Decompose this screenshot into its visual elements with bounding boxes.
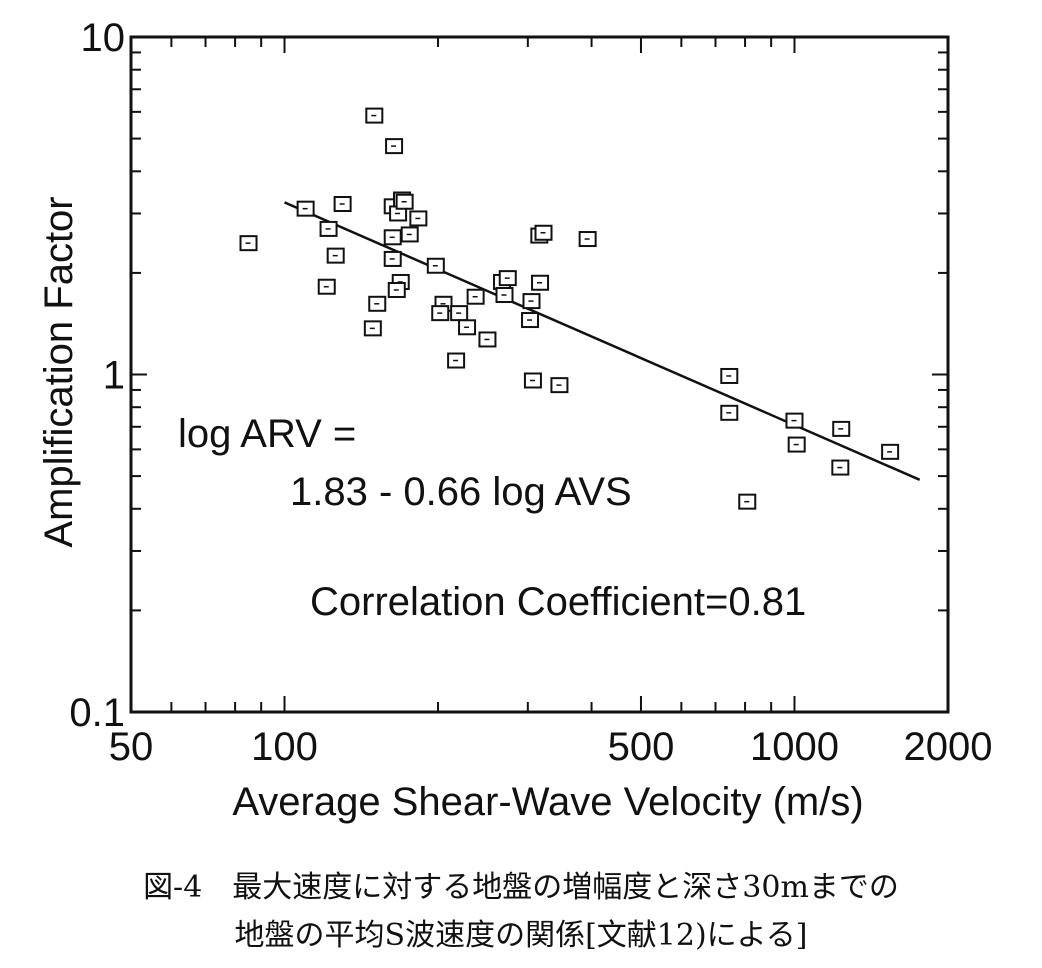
regression-line [284,201,921,481]
data-point [447,352,466,369]
x-axis-label: Average Shear-Wave Velocity (m/s) [232,780,863,824]
figure-caption-line-2: 地盤の平均S波速度の関係[文献12)による] [0,910,1042,954]
data-point [319,220,338,237]
data-point [495,287,514,304]
data-point [478,331,497,348]
data-point [368,295,387,312]
data-point [400,226,419,243]
data-point [296,200,315,217]
data-point [333,196,352,213]
data-point [831,459,850,476]
data-point [534,224,553,241]
equation-label-line-2: 1.83 - 0.66 log AVS [290,470,632,514]
caption-text-2: 地盤の平均S波速度の関係[文献12)による] [234,918,808,953]
data-point [385,138,404,155]
data-point [498,270,517,287]
data-point [450,305,469,322]
data-point [326,247,345,264]
data-point [578,231,597,248]
data-point [738,493,757,510]
data-point [365,107,384,124]
data-point [426,257,445,274]
data-point [881,443,900,460]
correlation-label: Correlation Coefficient=0.81 [310,580,806,624]
x-tick-labels: 50 100 500 1000 2000 [109,725,993,769]
data-point [458,319,477,336]
data-point [383,229,402,246]
data-point [550,377,569,394]
data-points [239,107,900,510]
data-point [523,372,542,389]
data-point [531,274,550,291]
data-point [409,210,428,227]
y-tick-label: 0.1 [69,691,125,735]
data-point [720,404,739,421]
data-point [395,193,414,210]
x-tick-label: 500 [608,725,675,769]
y-tick-label: 1 [103,354,125,398]
x-tick-label: 2000 [904,725,993,769]
data-point [383,250,402,267]
data-point [785,412,804,429]
figure-caption-line-1: 図-4 最大速度に対する地盤の増幅度と深さ30mまでの [0,862,1042,906]
data-point [787,436,806,453]
axis-ticks [130,36,949,713]
data-point [431,305,450,322]
figure-number: 図-4 [143,870,203,905]
data-point [466,288,485,305]
y-tick-labels: 0.1 1 10 [69,16,125,735]
data-point [720,367,739,384]
data-point [522,293,541,310]
scatter-chart: 50 100 500 1000 2000 0.1 1 10 log ARV = 1.83 -… [37,16,993,824]
data-point [387,281,406,298]
y-axis-label: Amplification Factor [37,196,81,547]
equation-label-line-1: log ARV = [178,412,356,456]
data-point [832,420,851,437]
data-point [317,278,336,295]
data-point [239,235,258,252]
data-point [521,312,540,329]
x-tick-label: 50 [109,725,154,769]
caption-text-1: 最大速度に対する地盤の増幅度と深さ30mまでの [232,870,899,905]
data-point [363,320,382,337]
x-tick-label: 100 [251,725,318,769]
y-tick-label: 10 [81,16,126,60]
x-tick-label: 1000 [750,725,839,769]
